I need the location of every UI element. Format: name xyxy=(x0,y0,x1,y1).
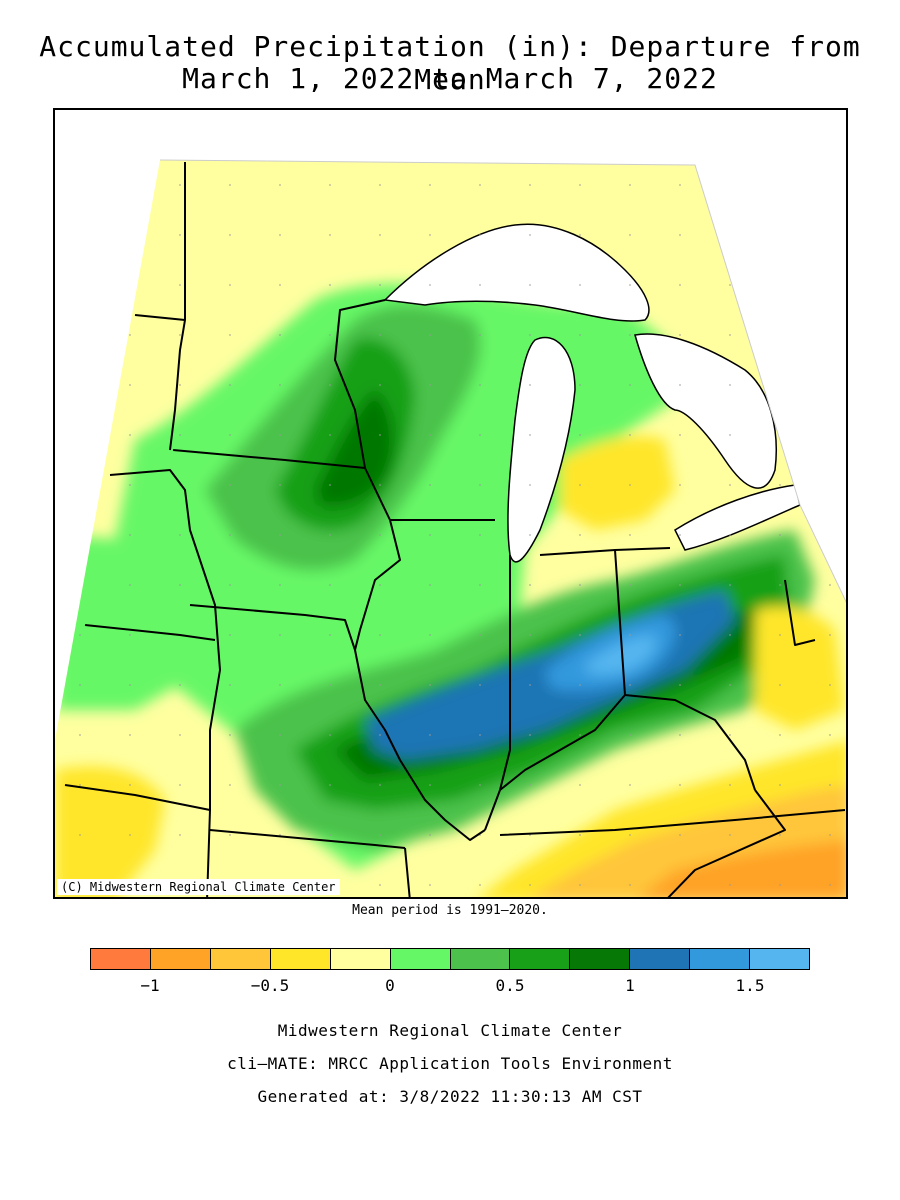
legend-tick-label: 1 xyxy=(625,976,635,995)
legend-swatch xyxy=(570,949,631,969)
legend-swatch xyxy=(210,949,271,969)
legend-tick-label: −1 xyxy=(140,976,160,995)
copyright-credit: (C) Midwestern Regional Climate Center xyxy=(57,879,340,895)
legend-tick-label: 0 xyxy=(385,976,395,995)
color-legend xyxy=(90,948,810,970)
border-ne-ks xyxy=(84,624,216,641)
legend-swatch xyxy=(750,949,810,969)
footer-tool: cli–MATE: MRCC Application Tools Environ… xyxy=(227,1054,673,1073)
legend-tick-label: 0.5 xyxy=(495,976,525,995)
border-mn-dakotas xyxy=(169,162,186,451)
map-subtitle-dates: March 1, 2022 to March 7, 2022 xyxy=(182,62,718,95)
border-mn-wi xyxy=(334,299,391,521)
legend-swatch xyxy=(690,949,751,969)
legend-swatch xyxy=(330,949,391,969)
graticule-dots xyxy=(55,160,846,897)
legend-swatch xyxy=(150,949,211,969)
footer-organization: Midwestern Regional Climate Center xyxy=(277,1021,623,1040)
border-ks-ok xyxy=(64,784,211,811)
legend-tick-label: 1.5 xyxy=(735,976,765,995)
domain-edge xyxy=(159,159,846,603)
border-west-ia-mo xyxy=(109,469,221,897)
precipitation-map: (C) Midwestern Regional Climate Center xyxy=(53,108,848,899)
legend-swatch xyxy=(450,949,511,969)
border-va-nc xyxy=(667,789,786,897)
state-borders xyxy=(64,162,846,897)
border-oh-pa xyxy=(784,579,816,646)
map-title: Accumulated Precipitation (in): Departur… xyxy=(39,30,861,96)
border-in-oh-ky xyxy=(499,549,626,791)
footer-generated-time: Generated at: 3/8/2022 11:30:13 AM CST xyxy=(257,1087,643,1106)
border-ia-mo xyxy=(189,604,356,651)
legend-swatch xyxy=(510,949,571,969)
legend-swatch xyxy=(91,949,151,969)
border-il-in xyxy=(484,555,511,831)
border-ar-tn xyxy=(404,847,411,897)
legend-swatch xyxy=(270,949,331,969)
map-svg xyxy=(55,159,846,897)
legend-swatch xyxy=(630,949,691,969)
border-oh-ky-wv xyxy=(624,694,756,791)
legend-tick-label: −0.5 xyxy=(250,976,290,995)
border-mn-ia xyxy=(172,449,366,469)
border-nd-sd xyxy=(134,314,186,321)
border-il-west xyxy=(354,519,486,841)
border-mo-ar xyxy=(209,829,406,849)
legend-swatch xyxy=(390,949,451,969)
mean-period-note: Mean period is 1991–2020. xyxy=(352,903,548,918)
border-ky-tn xyxy=(499,809,846,836)
